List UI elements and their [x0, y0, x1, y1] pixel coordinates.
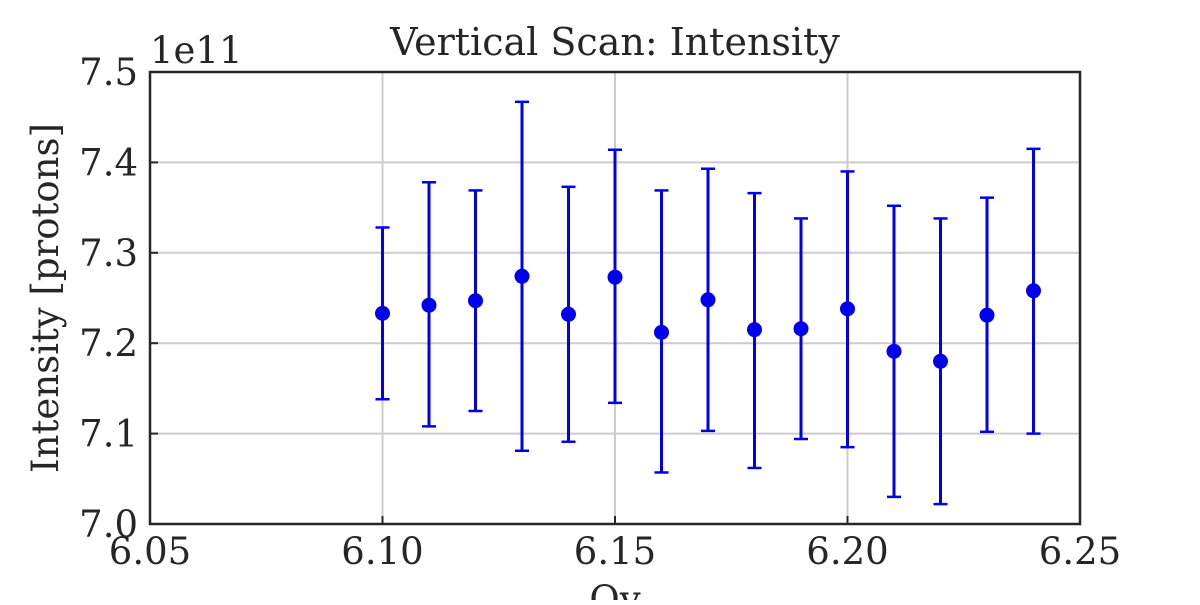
data-point — [840, 301, 855, 317]
y-tick-label: 7.5 — [79, 51, 138, 94]
x-tick-label: 6.10 — [341, 530, 423, 573]
chart-title: Vertical Scan: Intensity — [389, 20, 840, 64]
data-point — [1026, 283, 1041, 299]
data-point — [933, 353, 948, 369]
data-point — [654, 324, 669, 340]
data-point — [607, 269, 623, 285]
data-point — [421, 297, 437, 313]
y-tick-label: 7.4 — [79, 141, 138, 184]
data-layer — [375, 100, 1041, 506]
data-point — [886, 343, 902, 359]
y-tick-label: 7.1 — [79, 413, 138, 456]
x-tick-label: 6.25 — [1039, 530, 1121, 573]
ticks-layer: 6.05 6.10 6.15 6.20 6.25 7.0 7.1 7.2 7.3 7.4 7.5 — [79, 51, 1121, 573]
y-tick-label: 7.3 — [79, 232, 138, 275]
data-point — [468, 293, 483, 309]
data-point — [375, 305, 390, 321]
data-point — [979, 307, 995, 323]
data-point — [793, 321, 809, 337]
data-point — [700, 292, 716, 308]
x-tick-label: 6.20 — [806, 530, 888, 573]
data-point — [514, 268, 530, 284]
y-tick-label: 7.2 — [79, 322, 138, 365]
x-axis-label: Qy — [589, 578, 640, 600]
x-tick-label: 6.05 — [109, 530, 191, 573]
x-tick-label: 6.15 — [574, 530, 656, 573]
y-axis-label: Intensity [protons] — [24, 123, 67, 473]
data-point — [747, 322, 762, 338]
data-point — [561, 306, 576, 322]
y-axis-offset-label: 1e11 — [150, 29, 243, 72]
y-tick-label: 7.0 — [79, 503, 138, 546]
